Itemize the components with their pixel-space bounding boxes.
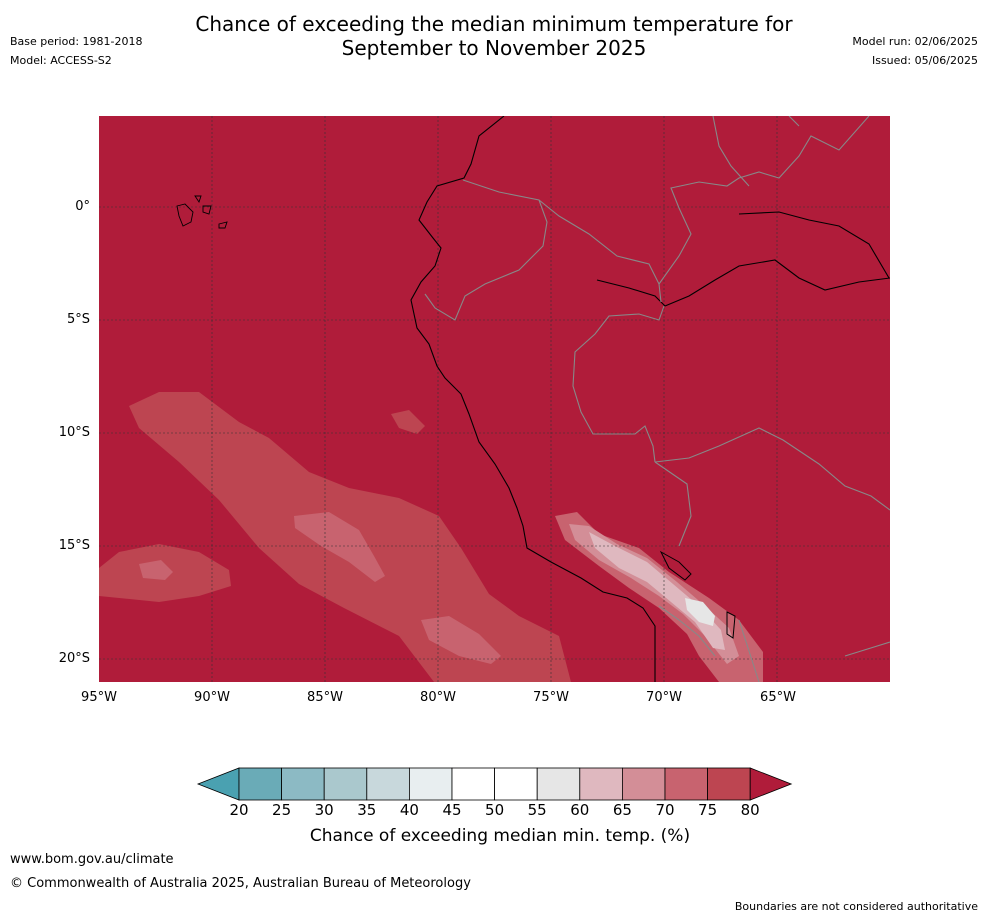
colorbar-label: Chance of exceeding median min. temp. (%…	[309, 826, 691, 846]
contour-70-a	[294, 512, 385, 582]
lon-label-65w: 65°W	[760, 690, 796, 705]
colorbar-bin	[664, 767, 708, 801]
colorbar-bin	[366, 767, 410, 801]
colorbar-tick-label: 25	[272, 801, 292, 819]
colorbar-tick-label: 45	[442, 801, 462, 819]
model-name: Model: ACCESS-S2	[10, 54, 112, 67]
model-run: Model run: 02/06/2025	[852, 35, 978, 48]
lon-label-90w: 90°W	[194, 690, 230, 705]
colorbar-tick-label: 40	[399, 801, 419, 819]
colorbar-tick-label: 70	[655, 801, 675, 819]
colorbar-tick-label: 60	[570, 801, 590, 819]
lon-label-75w: 75°W	[533, 690, 569, 705]
amazon-river-north	[738, 211, 890, 279]
country-borders	[424, 116, 890, 682]
colorbar-tick-label: 30	[314, 801, 334, 819]
lon-label-70w: 70°W	[646, 690, 682, 705]
colorbar-tick-label: 35	[357, 801, 377, 819]
disclaimer: Boundaries are not considered authoritat…	[734, 900, 978, 913]
contour-75-islet	[391, 410, 425, 434]
colorbar-under-arrow	[196, 767, 240, 801]
colorbar-bin	[707, 767, 751, 801]
colorbar-tick-label: 80	[740, 801, 760, 819]
colorbar-bin	[238, 767, 282, 801]
lon-label-95w: 95°W	[81, 690, 117, 705]
issued-date: Issued: 05/06/2025	[871, 54, 978, 67]
colorbar-tick-label: 65	[612, 801, 632, 819]
base-period: Base period: 1981-2018	[10, 35, 143, 48]
map-background	[99, 116, 890, 682]
forecast-map	[99, 116, 890, 682]
website-link[interactable]: www.bom.gov.au/climate	[10, 852, 174, 867]
copyright: © Commonwealth of Australia 2025, Austra…	[10, 876, 471, 891]
colorbar-tick-label: 20	[229, 801, 249, 819]
colorbar-bin	[408, 767, 453, 801]
lake-titicaca	[659, 550, 692, 581]
lat-label-10s: 10°S	[58, 425, 90, 440]
colorbar-bin	[536, 767, 581, 801]
map-title: Chance of exceeding the median minimum t…	[0, 12, 988, 60]
contour-60-altiplano	[589, 532, 725, 650]
title-line-1: Chance of exceeding the median minimum t…	[195, 12, 793, 36]
lat-label-20s: 20°S	[58, 651, 90, 666]
colorbar-bin	[494, 767, 538, 801]
lake-poopo	[726, 611, 736, 639]
metadata-right: Model run: 02/06/2025 Issued: 05/06/2025	[852, 32, 978, 70]
lon-label-85w: 85°W	[307, 690, 343, 705]
title-line-2: September to November 2025	[341, 36, 647, 60]
lon-label-80w: 80°W	[420, 690, 456, 705]
lat-label-0: 0°	[75, 199, 90, 214]
colorbar-tick-label: 50	[485, 801, 505, 819]
colorbar-bin	[621, 767, 666, 801]
colorbar-bin	[281, 767, 325, 801]
colorbar-over-arrow	[749, 767, 793, 801]
colorbar-bin	[451, 767, 495, 801]
colorbar-bin	[323, 767, 368, 801]
metadata-left: Base period: 1981-2018 Model: ACCESS-S2	[10, 32, 142, 70]
lat-label-5s: 5°S	[66, 312, 90, 327]
colorbar	[196, 767, 793, 801]
contour-70-b	[421, 616, 501, 664]
lat-label-15s: 15°S	[58, 538, 90, 553]
contour-55-altiplano	[685, 598, 715, 626]
colorbar-tick-label: 75	[698, 801, 718, 819]
colorbar-bin	[579, 767, 623, 801]
coastline	[410, 116, 656, 682]
amazon-river	[596, 259, 890, 307]
colorbar-tick-label: 55	[527, 801, 547, 819]
galapagos-islands	[176, 195, 228, 229]
contour-70-c	[139, 560, 173, 580]
